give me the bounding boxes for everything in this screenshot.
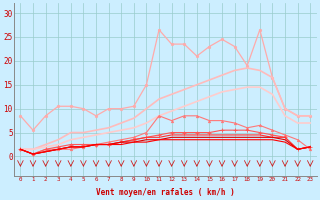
X-axis label: Vent moyen/en rafales ( km/h ): Vent moyen/en rafales ( km/h ) (96, 188, 235, 197)
